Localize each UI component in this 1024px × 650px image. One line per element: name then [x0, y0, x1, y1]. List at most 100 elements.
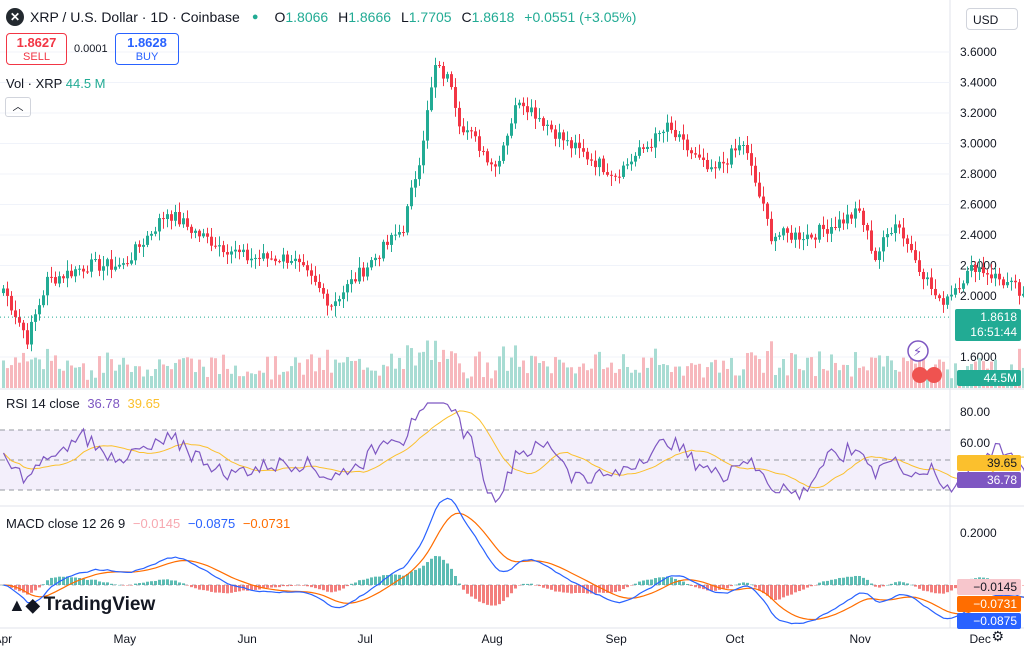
- price-tick-label: 2.8000: [960, 167, 997, 181]
- volume-bar: [6, 368, 9, 388]
- symbol-title[interactable]: XRP / U.S. Dollar · 1D · Coinbase: [30, 9, 240, 25]
- candle: [554, 129, 557, 139]
- macd-histogram-bar: [510, 585, 513, 594]
- macd-histogram-bar: [534, 585, 537, 586]
- volume-bar: [698, 363, 701, 388]
- candle: [46, 276, 49, 296]
- macd-histogram-bar: [246, 585, 249, 591]
- volume-bar: [98, 356, 101, 388]
- macd-histogram-bar: [882, 585, 885, 587]
- macd-histogram-bar: [402, 575, 405, 585]
- volume-bar: [26, 361, 29, 388]
- sell-button[interactable]: 1.8627 SELL: [6, 33, 67, 65]
- candle: [2, 288, 5, 294]
- macd-histogram-bar: [362, 579, 365, 585]
- volume-tag: 44.5M: [957, 370, 1021, 386]
- macd-histogram-bar: [234, 585, 237, 592]
- collapse-legend-button[interactable]: ︿: [5, 97, 31, 117]
- volume-bar: [310, 354, 313, 388]
- macd-histogram-bar: [526, 583, 529, 585]
- price-tick-label: 2.4000: [960, 228, 997, 242]
- candle: [982, 267, 985, 274]
- candle: [274, 258, 277, 262]
- rsi-band: [0, 430, 950, 490]
- macd-histogram-bar: [374, 576, 377, 585]
- currency-select[interactable]: USD: [966, 8, 1018, 30]
- candle: [830, 226, 833, 234]
- candle: [538, 118, 541, 120]
- candle: [442, 65, 445, 79]
- volume-bar: [566, 367, 569, 388]
- volume-bar: [726, 368, 729, 388]
- candle: [958, 288, 961, 290]
- volume-bar: [18, 362, 21, 388]
- macd-histogram-bar: [186, 585, 189, 586]
- volume-bar: [458, 363, 461, 388]
- candle: [702, 157, 705, 160]
- tradingview-icon: ▲◆: [8, 594, 40, 615]
- candle: [34, 314, 37, 322]
- volume-bar: [630, 372, 633, 388]
- candle: [1010, 280, 1013, 283]
- volume-bar: [342, 362, 345, 388]
- volume-bar: [538, 362, 541, 388]
- candle: [470, 130, 473, 132]
- macd-histogram-bar: [314, 585, 317, 589]
- settings-gear-icon[interactable]: ⚙: [991, 628, 1004, 644]
- macd-histogram-bar: [606, 585, 609, 593]
- macd-histogram-bar: [654, 578, 657, 585]
- macd-histogram-bar: [358, 580, 361, 585]
- macd-histogram-bar: [390, 574, 393, 585]
- candle: [198, 230, 201, 237]
- macd-histogram-bar: [850, 576, 853, 585]
- candle: [586, 151, 589, 160]
- macd-histogram-bar: [662, 577, 665, 585]
- macd-histogram-bar: [530, 583, 533, 585]
- volume-bar: [666, 365, 669, 388]
- candle: [482, 150, 485, 152]
- candle: [218, 245, 221, 247]
- buy-button[interactable]: 1.8628 BUY: [115, 33, 179, 65]
- volume-bar: [806, 357, 809, 388]
- volume-bar: [426, 340, 429, 388]
- candle: [594, 160, 597, 168]
- flash-icon: ⚡: [913, 345, 922, 360]
- macd-histogram-bar: [766, 585, 769, 596]
- volume-bar: [110, 359, 113, 388]
- macd-histogram-bar: [562, 585, 565, 593]
- candle: [166, 214, 169, 220]
- volume-bar: [770, 341, 773, 388]
- volume-bar: [334, 359, 337, 388]
- candle: [522, 102, 525, 107]
- macd-histogram-bar: [218, 585, 221, 593]
- candle: [774, 236, 777, 242]
- volume-bar: [402, 368, 405, 388]
- macd-histogram-bar: [338, 585, 341, 591]
- macd-histogram-bar: [150, 581, 153, 585]
- volume-bar: [198, 359, 201, 388]
- candle: [490, 162, 493, 165]
- macd-histogram-bar: [166, 579, 169, 585]
- candle: [382, 241, 385, 259]
- tradingview-logo[interactable]: ▲◆ TradingView: [8, 594, 156, 615]
- volume-bar: [822, 368, 825, 388]
- macd-histogram-bar: [334, 585, 337, 592]
- candle: [322, 287, 325, 294]
- candle: [934, 288, 937, 296]
- macd-histogram-bar: [446, 563, 449, 585]
- candle: [174, 211, 177, 221]
- candle: [118, 264, 121, 267]
- macd-histogram-bar: [594, 585, 597, 594]
- volume-bar: [898, 371, 901, 388]
- volume-bar: [518, 366, 521, 388]
- macd-histogram-bar: [758, 585, 761, 591]
- price-tick-label: 1.6000: [960, 350, 997, 364]
- macd-line: [3, 497, 1024, 625]
- volume-bar: [118, 364, 121, 388]
- volume-bar: [414, 365, 417, 388]
- macd-histogram-bar: [78, 577, 81, 585]
- candle: [750, 153, 753, 166]
- candle: [434, 65, 437, 88]
- candle: [870, 230, 873, 251]
